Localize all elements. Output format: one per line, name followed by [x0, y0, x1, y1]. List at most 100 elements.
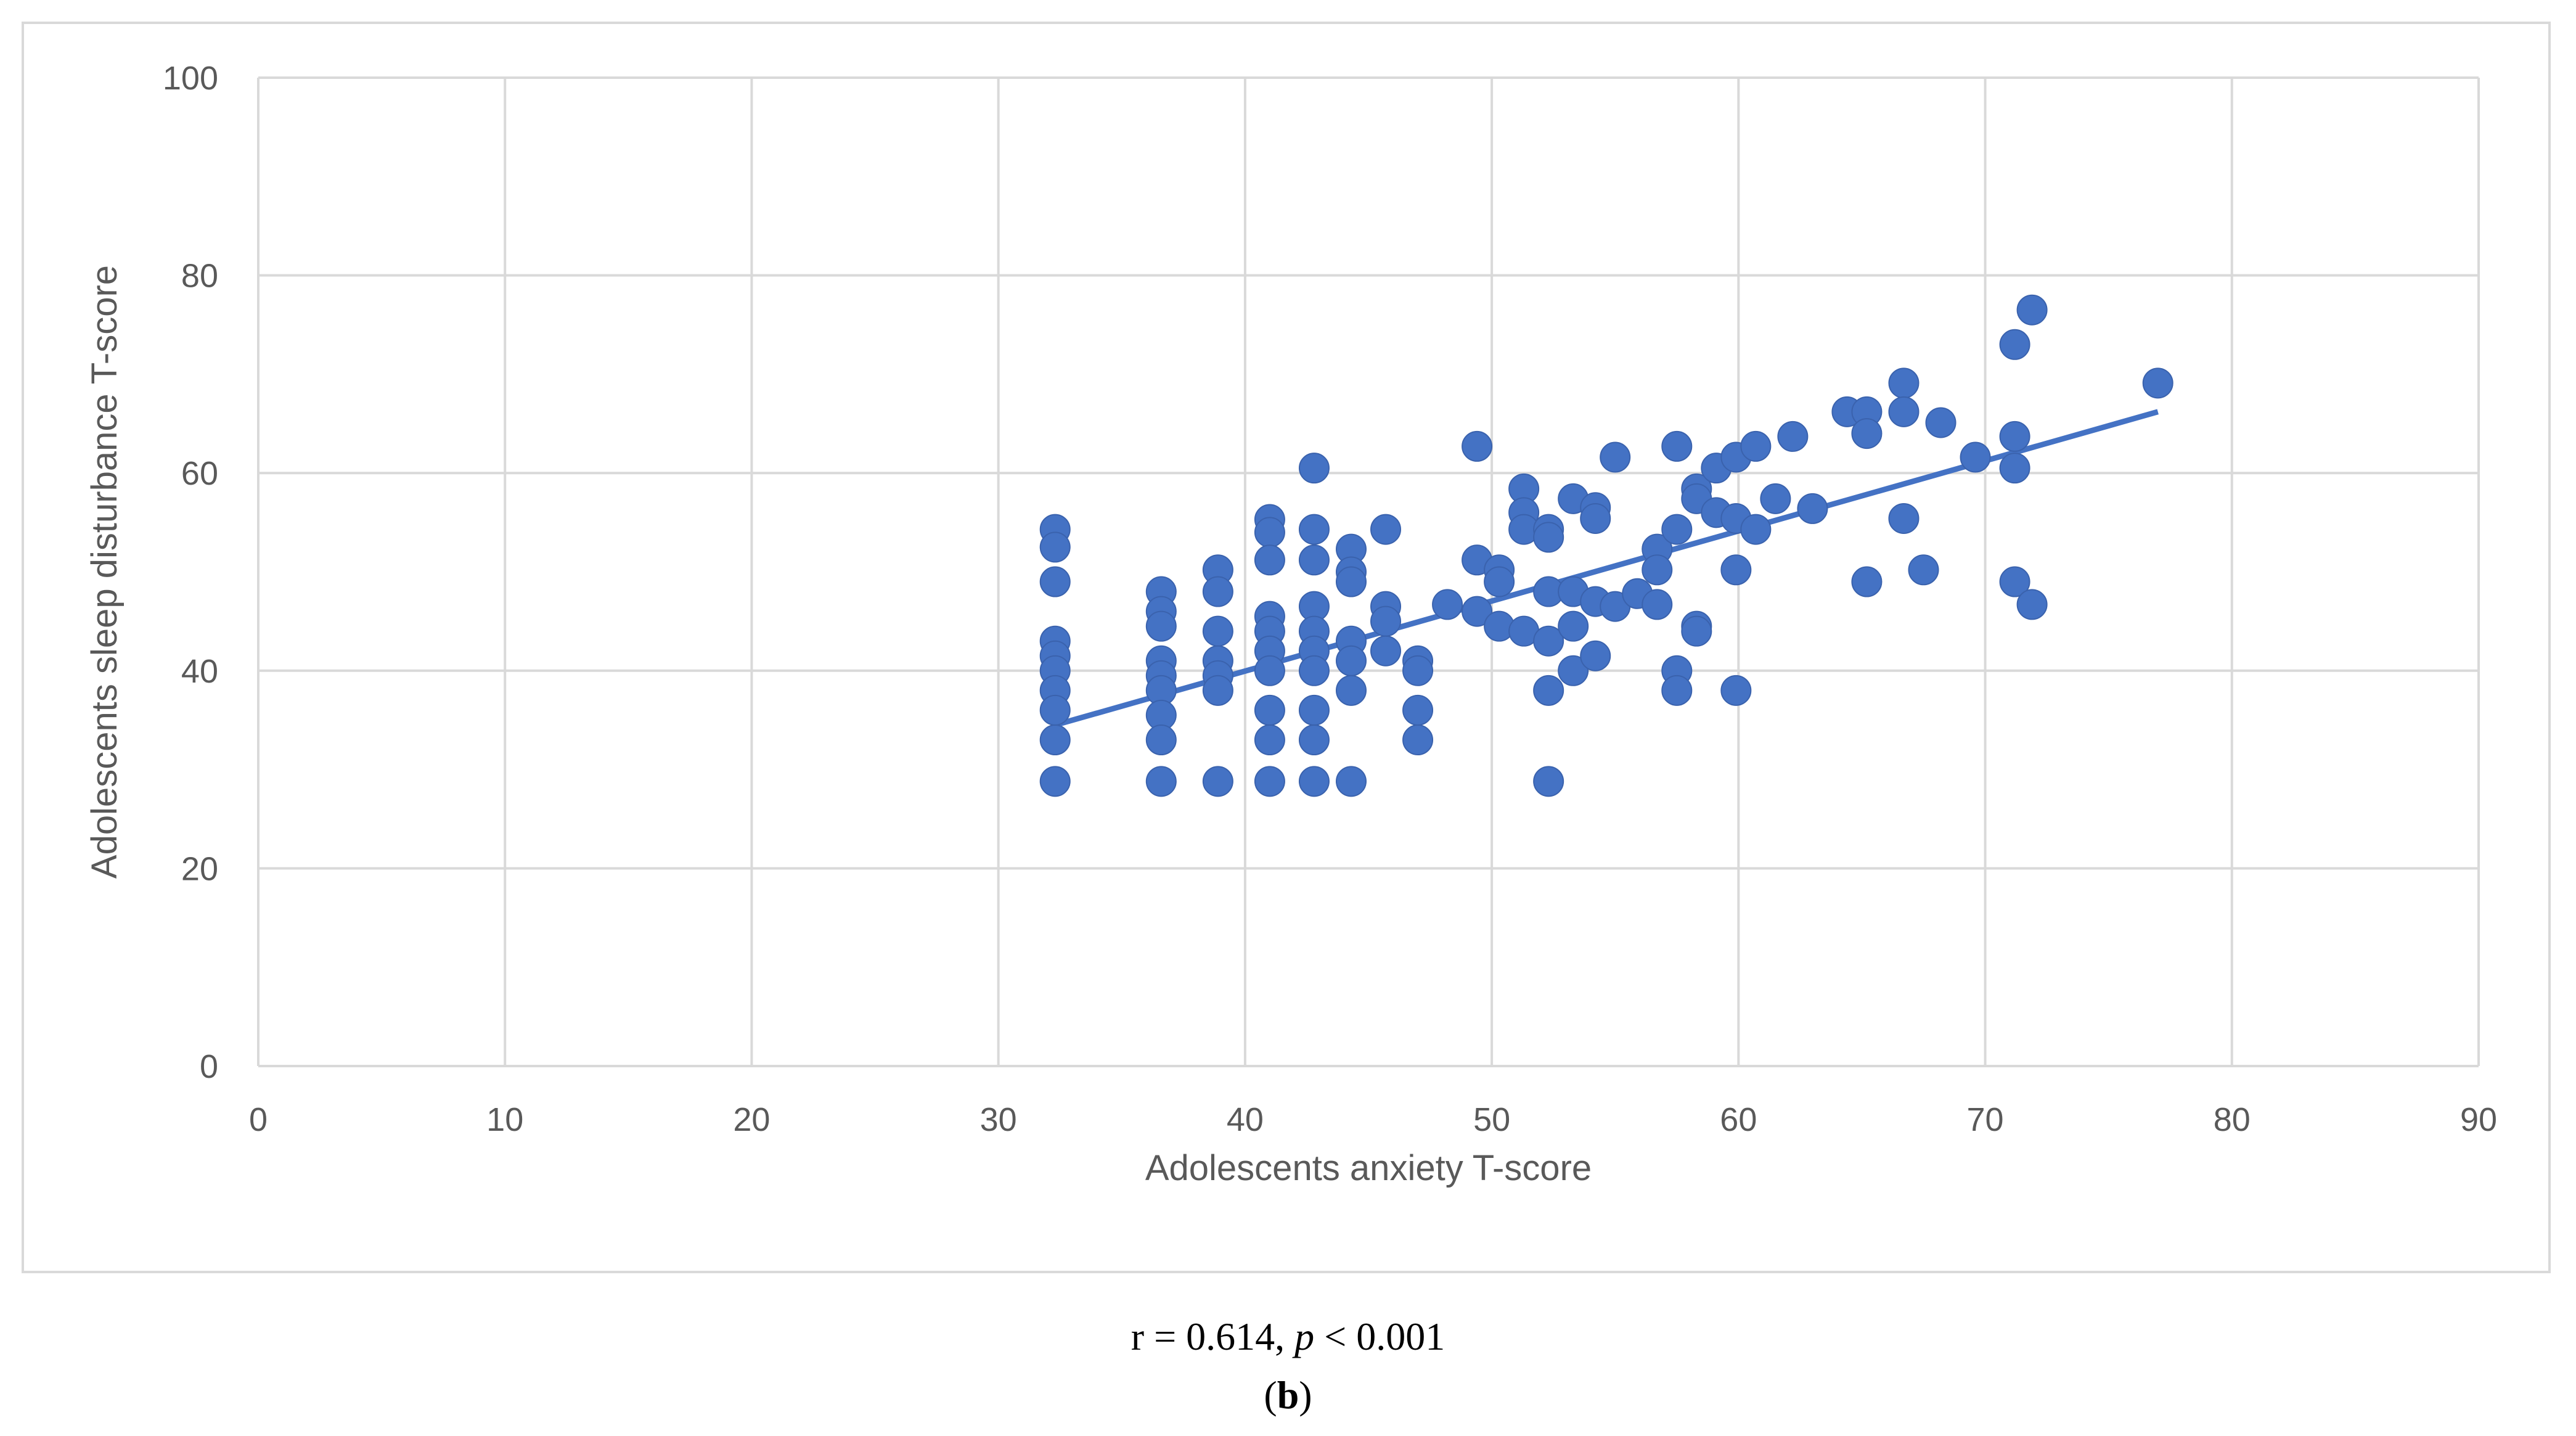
data-point — [1908, 554, 1939, 586]
data-point — [1039, 566, 1071, 597]
figure-caption: r = 0.614, p < 0.001 (b) — [0, 1307, 2576, 1424]
correlation-line: r = 0.614, p < 0.001 — [0, 1307, 2576, 1366]
data-point — [1760, 483, 1791, 514]
y-tick-label: 40 — [181, 653, 218, 690]
y-axis-title: Adolescents sleep disturbance T-score — [84, 265, 125, 879]
data-point — [1335, 566, 1367, 597]
p-value: < 0.001 — [1314, 1315, 1445, 1358]
data-point — [1039, 531, 1071, 563]
y-tick-label: 80 — [181, 258, 218, 295]
data-point — [1202, 615, 1233, 647]
y-tick-label: 20 — [181, 850, 218, 887]
data-point — [1661, 430, 1693, 462]
correlation-prefix: r = 0.614, — [1131, 1315, 1295, 1358]
data-point — [1661, 514, 1693, 545]
data-point — [1370, 514, 1402, 545]
data-point — [1402, 724, 1434, 756]
data-point — [1484, 566, 1515, 597]
data-point — [2016, 294, 2048, 326]
y-tick-label: 0 — [200, 1048, 218, 1085]
data-point — [1720, 554, 1752, 586]
data-point — [1558, 655, 1589, 686]
y-tick-label: 100 — [163, 60, 218, 97]
data-point — [1740, 430, 1772, 462]
data-point — [1999, 329, 2030, 360]
panel-label-line: (b) — [0, 1366, 2576, 1424]
data-point — [1888, 367, 1920, 399]
x-tick-label: 30 — [980, 1101, 1017, 1138]
x-tick-label: 90 — [2460, 1101, 2497, 1138]
data-point — [1202, 675, 1233, 706]
data-point — [1580, 503, 1611, 534]
data-point — [1254, 724, 1285, 756]
data-point — [1642, 589, 1673, 620]
data-point — [1039, 694, 1071, 726]
x-tick-label: 20 — [733, 1101, 770, 1138]
grid-layer — [257, 76, 2480, 1067]
data-point — [1254, 517, 1285, 548]
data-point — [1298, 694, 1330, 726]
data-point — [1999, 453, 2030, 484]
data-point — [1298, 766, 1330, 797]
data-point — [1777, 421, 1809, 452]
tick-label-layer: 0 10 20 30 40 50 60 70 80 90 0 20 40 60 80 100 — [163, 60, 2497, 1138]
data-point — [1335, 675, 1367, 706]
data-point — [1298, 544, 1330, 576]
x-tick-label: 50 — [1473, 1101, 1510, 1138]
data-point — [1999, 566, 2030, 597]
x-axis-title: Adolescents anxiety T-score — [1145, 1148, 1592, 1188]
data-point — [1145, 766, 1177, 797]
x-tick-label: 70 — [1967, 1101, 2004, 1138]
data-point — [1402, 694, 1434, 726]
data-point — [1402, 655, 1434, 686]
data-point — [1254, 544, 1285, 576]
data-point — [1462, 430, 1493, 462]
data-point — [1039, 724, 1071, 756]
data-point — [1432, 589, 1463, 620]
data-point — [1254, 655, 1285, 686]
data-point — [1558, 610, 1589, 642]
x-tick-label: 0 — [249, 1101, 268, 1138]
data-point — [2142, 367, 2173, 399]
data-point — [1533, 625, 1564, 657]
data-point — [1999, 421, 2030, 452]
data-point — [1370, 635, 1402, 667]
data-point — [1681, 615, 1712, 647]
data-point — [1720, 675, 1752, 706]
data-point — [1533, 675, 1564, 706]
data-point — [1335, 645, 1367, 676]
panel-close: ) — [1299, 1373, 1312, 1417]
data-point — [1254, 694, 1285, 726]
data-point — [1145, 610, 1177, 642]
data-point — [1298, 453, 1330, 484]
data-point — [1888, 396, 1920, 427]
data-point — [1370, 605, 1402, 637]
data-point — [1925, 407, 1957, 438]
data-point — [1533, 522, 1564, 553]
data-point — [1580, 640, 1611, 671]
data-point — [1797, 493, 1828, 524]
scatter-chart: 0 10 20 30 40 50 60 70 80 90 0 20 40 60 80 100 Adolesce… — [84, 60, 2497, 1188]
data-point — [1533, 766, 1564, 797]
x-tick-label: 10 — [486, 1101, 523, 1138]
panel-open: ( — [1264, 1373, 1277, 1417]
x-tick-label: 40 — [1227, 1101, 1264, 1138]
data-point — [1642, 554, 1673, 586]
data-point — [1335, 766, 1367, 797]
data-point — [1851, 418, 1883, 449]
x-tick-label: 80 — [2214, 1101, 2251, 1138]
data-point — [1600, 441, 1631, 473]
x-tick-label: 60 — [1720, 1101, 1757, 1138]
data-point — [1298, 724, 1330, 756]
panel-label: b — [1277, 1373, 1299, 1417]
data-point — [1298, 655, 1330, 686]
data-point — [1851, 566, 1883, 597]
data-point — [1254, 766, 1285, 797]
data-point — [1039, 766, 1071, 797]
data-point — [1202, 576, 1233, 607]
data-point — [1202, 766, 1233, 797]
data-point — [1740, 514, 1772, 545]
chart-frame: 0 10 20 30 40 50 60 70 80 90 0 20 40 60 80 100 Adolesce… — [22, 22, 2551, 1273]
data-point — [1145, 724, 1177, 756]
data-point — [1462, 596, 1493, 627]
